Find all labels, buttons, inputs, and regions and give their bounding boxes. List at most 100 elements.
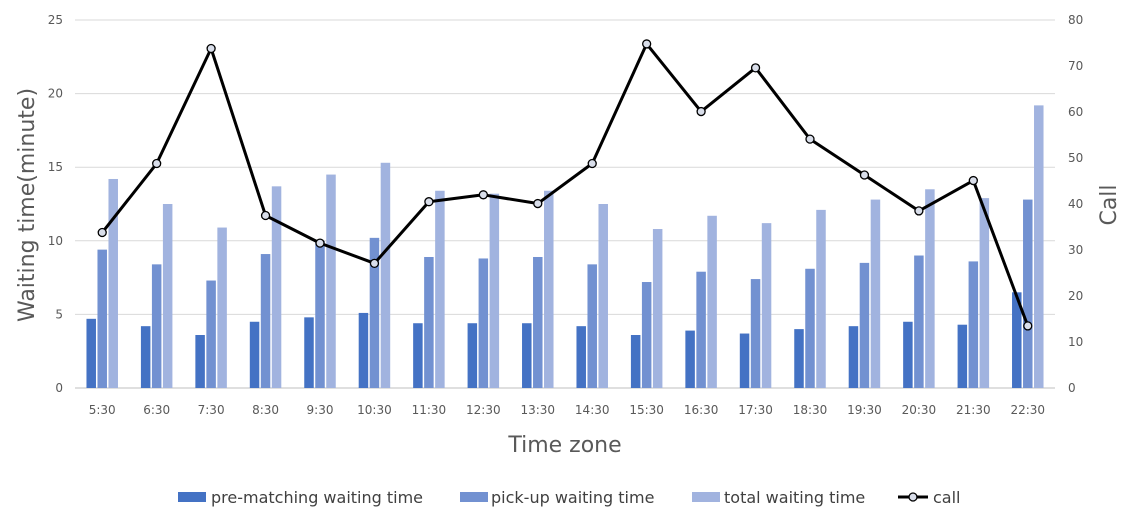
- bar: [696, 271, 706, 388]
- legend-swatch: [460, 492, 488, 502]
- bar: [304, 317, 314, 388]
- bar: [598, 204, 608, 388]
- bar: [195, 335, 205, 388]
- bar: [979, 198, 990, 388]
- bar: [260, 254, 271, 388]
- y-tick-label: 5: [55, 307, 63, 321]
- y2-tick-label: 80: [1068, 13, 1083, 27]
- bar: [424, 256, 434, 388]
- call-series-line: [101, 42, 1030, 327]
- legend: pre-matching waiting time pick-up waiting…: [178, 488, 961, 507]
- bar: [1034, 105, 1044, 388]
- bar: [217, 227, 227, 388]
- call-point: [859, 170, 870, 180]
- bar: [140, 326, 151, 388]
- bar: [968, 261, 979, 388]
- call-point: [696, 106, 706, 117]
- x-tick-label: 8:30: [252, 403, 279, 417]
- bar: [914, 255, 924, 388]
- x-tick-label: 20:30: [902, 403, 937, 417]
- x-tick-label: 10:30: [357, 403, 392, 417]
- y-tick-label: 20: [48, 87, 63, 101]
- bar: [870, 199, 881, 388]
- bar: [794, 329, 804, 388]
- x-tick-label: 6:30: [143, 403, 170, 417]
- call-point: [968, 175, 978, 186]
- bar: [358, 312, 369, 388]
- y-axis-title: Waiting time(minute): [15, 88, 40, 322]
- bar: [522, 323, 532, 388]
- y2-tick-label: 70: [1068, 59, 1083, 73]
- x-tick-label: 9:30: [307, 403, 334, 417]
- y2-tick-label: 60: [1068, 105, 1083, 119]
- bar: [467, 323, 478, 388]
- bar: [859, 262, 870, 388]
- x-tick-label: 5:30: [89, 403, 116, 417]
- x-tick-label: 7:30: [198, 403, 225, 417]
- legend-swatch: [692, 492, 720, 502]
- bar: [544, 190, 554, 388]
- x-axis-title: Time zone: [507, 433, 621, 458]
- bar: [435, 190, 445, 388]
- bar: [533, 256, 543, 388]
- y2-tick-label: 0: [1068, 381, 1076, 395]
- bar: [587, 264, 597, 388]
- x-tick-label: 19:30: [847, 403, 882, 417]
- y2-tick-label: 40: [1068, 197, 1083, 211]
- call-point: [914, 206, 924, 216]
- call-point: [369, 258, 380, 268]
- y-tick-label: 0: [55, 381, 63, 395]
- call-point: [206, 43, 216, 54]
- bar: [641, 282, 652, 388]
- x-tick-label: 16:30: [684, 403, 719, 417]
- call-point: [642, 39, 652, 49]
- bar: [805, 268, 815, 388]
- x-tick-label: 12:30: [466, 403, 501, 417]
- bar: [576, 326, 586, 388]
- bar: [97, 249, 107, 388]
- x-tick-label: 22:30: [1010, 403, 1045, 417]
- call-point: [587, 158, 597, 169]
- y-tick-label: 25: [48, 13, 63, 27]
- bar: [413, 323, 423, 388]
- bar: [957, 324, 968, 388]
- y2-axis-title: Call: [1097, 184, 1122, 225]
- y-tick-label: 10: [48, 234, 63, 248]
- call-point: [97, 227, 107, 238]
- legend-label: total waiting time: [724, 488, 865, 507]
- legend-label: call: [933, 488, 961, 507]
- x-tick-label: 13:30: [520, 403, 555, 417]
- legend-label: pre-matching waiting time: [211, 488, 423, 507]
- x-tick-label: 18:30: [793, 403, 828, 417]
- call-point: [260, 210, 271, 221]
- y2-tick-label: 50: [1068, 151, 1083, 165]
- call-point: [533, 198, 543, 209]
- gridlines: [75, 19, 1055, 389]
- bar: [271, 186, 282, 388]
- bar: [315, 240, 325, 388]
- bar: [739, 333, 750, 388]
- x-tick-label: 17:30: [738, 403, 773, 417]
- bar: [151, 264, 162, 388]
- y2-tick-label: 10: [1068, 335, 1083, 349]
- bar: [816, 209, 826, 388]
- legend-swatch-marker: [908, 492, 918, 502]
- bar: [326, 174, 336, 388]
- y-tick-label: 15: [48, 160, 63, 174]
- bar: [478, 258, 489, 388]
- bar: [162, 204, 173, 388]
- legend-label: pick-up waiting time: [491, 488, 654, 507]
- bars: [86, 105, 1044, 388]
- y-axis-right-ticks: 0 10 20 30 40 50 60 70 80: [1068, 13, 1083, 395]
- call-point: [805, 134, 815, 144]
- x-tick-label: 11:30: [412, 403, 447, 417]
- bar: [652, 229, 663, 388]
- bar: [369, 237, 380, 388]
- bar: [707, 215, 717, 388]
- bar: [903, 321, 913, 388]
- bar: [489, 193, 500, 388]
- bar: [925, 189, 935, 388]
- call-point: [478, 190, 488, 200]
- call-point: [424, 197, 434, 207]
